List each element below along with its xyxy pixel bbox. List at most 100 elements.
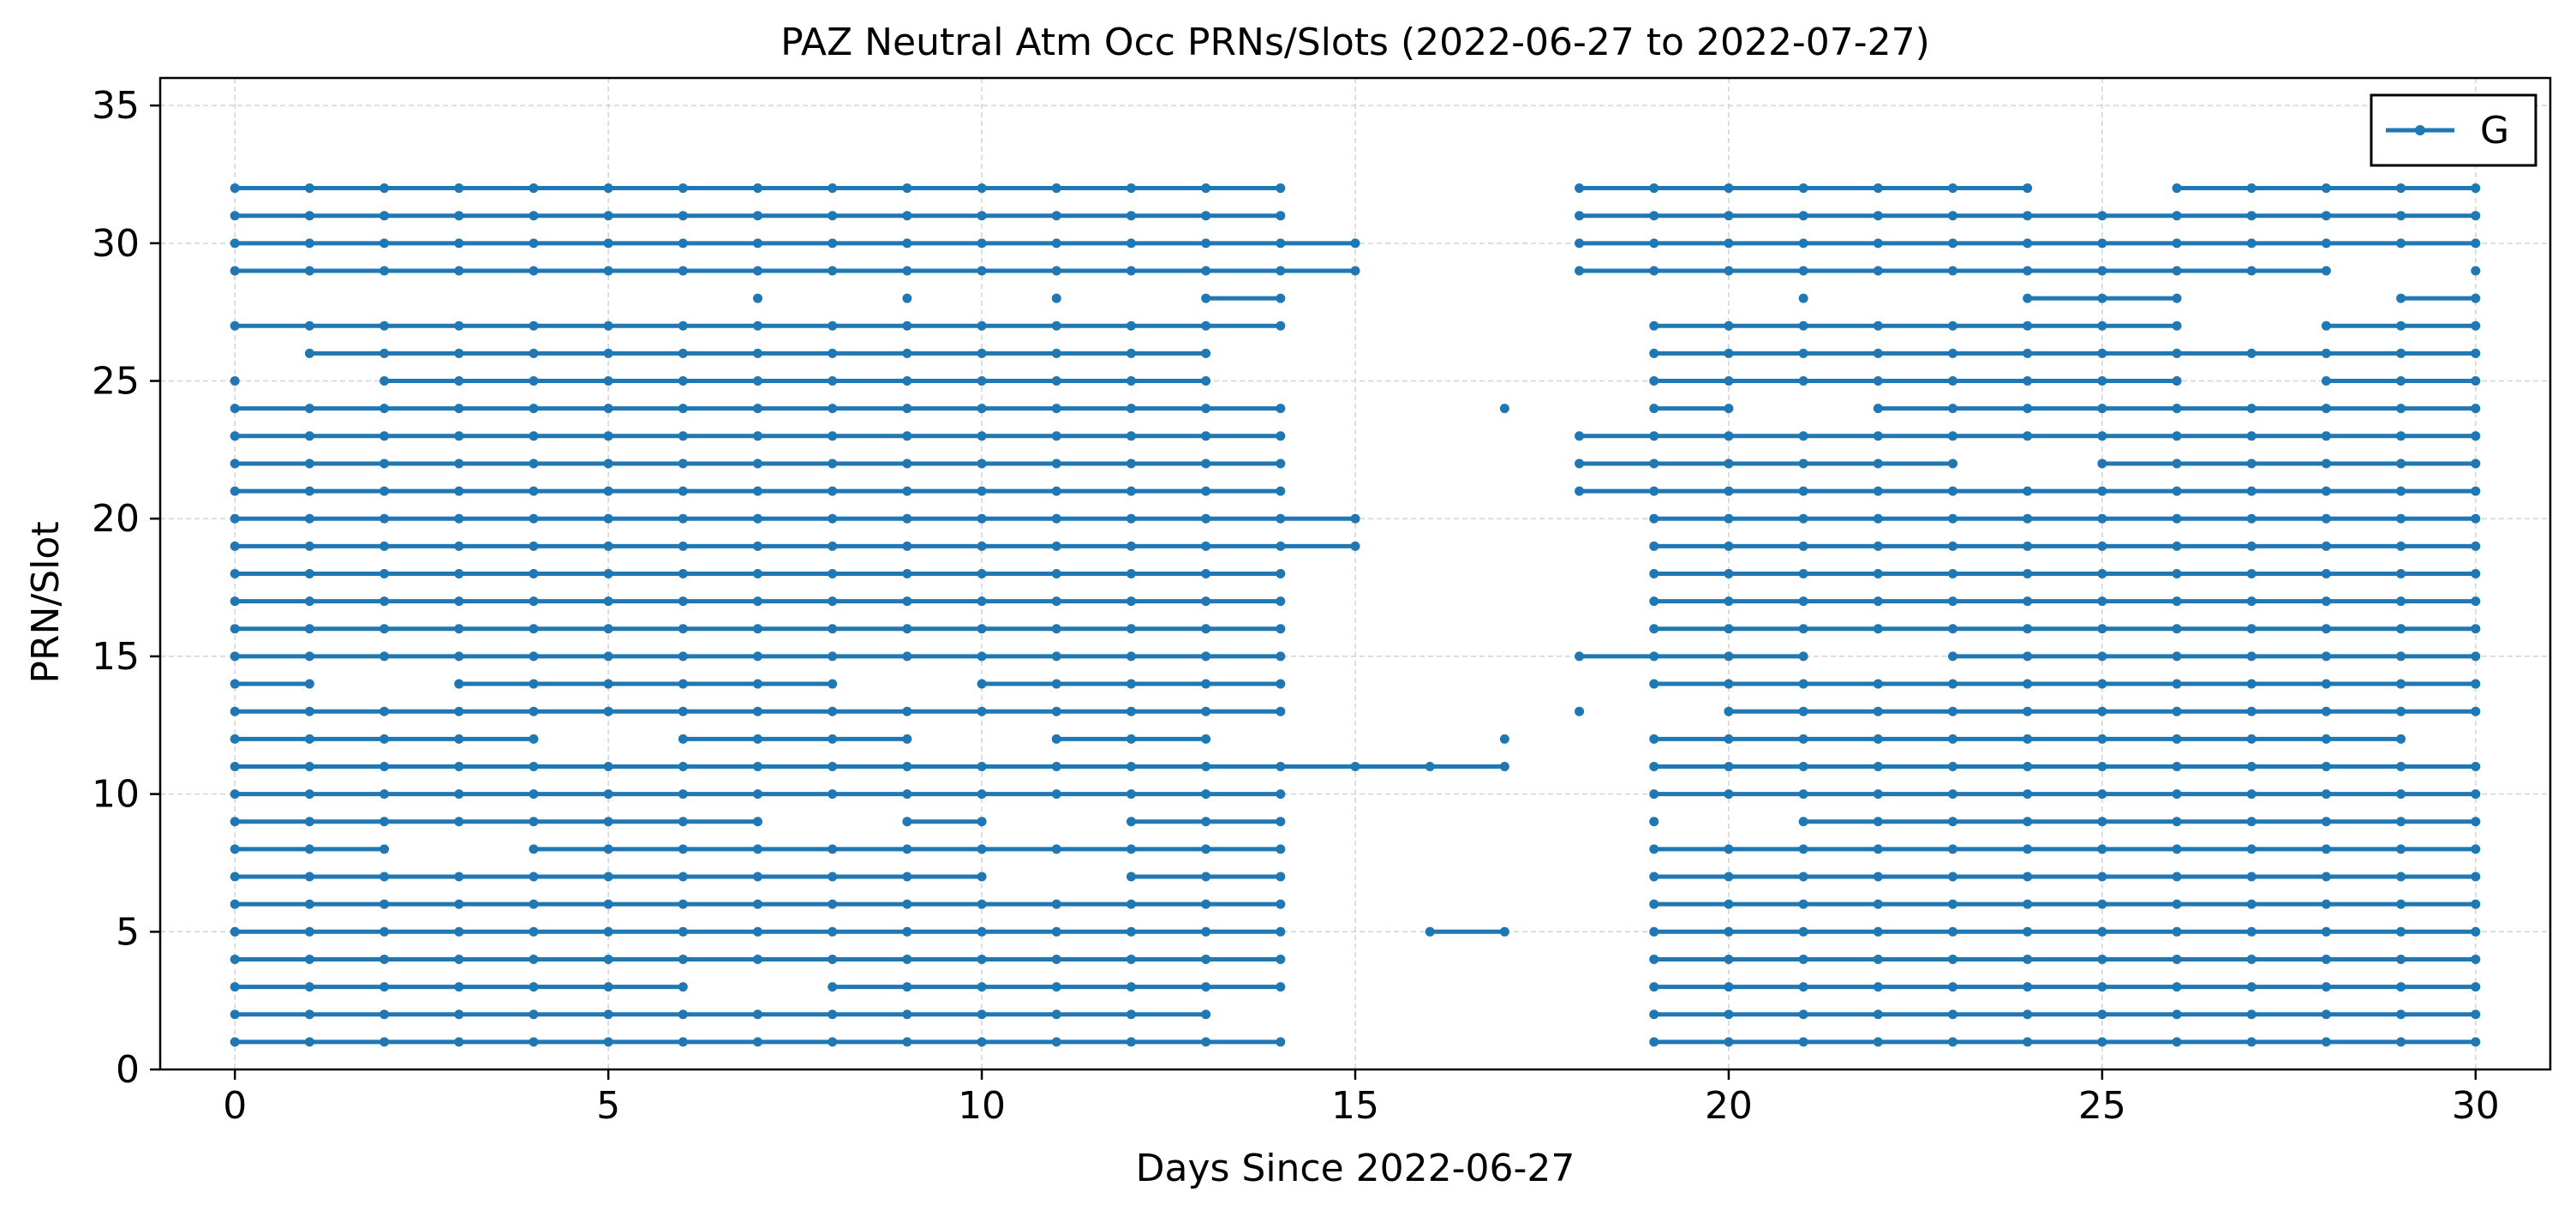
data-point <box>380 1009 390 1020</box>
data-point <box>1126 679 1136 689</box>
data-point <box>1201 596 1211 607</box>
data-point <box>380 734 390 744</box>
prn-28-track <box>753 293 2481 303</box>
data-point <box>2097 872 2107 882</box>
data-point <box>1948 1009 1957 1020</box>
data-point <box>977 431 987 441</box>
data-point <box>1948 376 1957 386</box>
data-point <box>977 1037 987 1047</box>
data-point <box>977 954 987 964</box>
data-point <box>1724 266 1734 276</box>
data-point <box>380 982 390 992</box>
data-point <box>2172 211 2182 221</box>
data-point <box>603 651 613 662</box>
data-point <box>2172 651 2182 662</box>
data-point <box>2172 376 2182 386</box>
data-point <box>1798 376 1808 386</box>
data-point <box>2321 706 2331 716</box>
data-point <box>2246 596 2256 607</box>
data-point <box>2023 706 2033 716</box>
data-point <box>304 266 314 276</box>
ticks: 0 5 10 15 20 25 30 0 5 10 15 20 25 30 35 <box>92 84 2500 1128</box>
data-point <box>2471 211 2481 221</box>
data-point <box>2396 569 2406 578</box>
data-point <box>2172 513 2182 524</box>
data-point <box>1276 266 1286 276</box>
data-point <box>230 706 240 716</box>
data-point <box>1724 844 1734 854</box>
data-point <box>2023 486 2033 496</box>
data-point <box>753 1009 762 1020</box>
data-point <box>2471 789 2481 800</box>
data-point <box>230 431 240 441</box>
data-point <box>529 513 539 524</box>
data-point <box>2023 899 2033 909</box>
series-layer <box>230 183 2481 1047</box>
y-tick-label: 35 <box>92 84 140 128</box>
data-point <box>2471 954 2481 964</box>
data-point <box>2023 348 2033 358</box>
data-point <box>2246 982 2256 992</box>
data-point <box>1051 458 1061 469</box>
prn-2-track <box>230 1009 2481 1020</box>
data-point <box>2023 651 2033 662</box>
data-point <box>1873 596 1883 607</box>
data-point <box>1798 789 1808 800</box>
data-point <box>753 789 762 800</box>
data-point <box>1873 1037 1883 1047</box>
data-point <box>1201 679 1211 689</box>
data-point <box>2097 734 2107 744</box>
data-point <box>2246 624 2256 634</box>
data-point <box>454 954 464 964</box>
data-point <box>2321 651 2331 662</box>
data-point <box>529 844 539 854</box>
data-point <box>1798 293 1808 303</box>
data-point <box>230 817 240 827</box>
data-point <box>1873 817 1883 827</box>
data-point <box>2471 706 2481 716</box>
data-point <box>1051 320 1061 331</box>
data-point <box>2321 872 2331 882</box>
data-point <box>902 817 912 827</box>
data-point <box>678 679 688 689</box>
data-point <box>902 266 912 276</box>
data-point <box>1798 651 1808 662</box>
data-point <box>977 183 987 194</box>
data-point <box>529 458 539 469</box>
data-point <box>1126 348 1136 358</box>
data-point <box>2172 899 2182 909</box>
data-point <box>828 1009 838 1020</box>
data-point <box>753 954 762 964</box>
data-point <box>304 183 314 194</box>
data-point <box>1276 954 1286 964</box>
data-point <box>828 486 838 496</box>
data-point <box>230 238 240 249</box>
data-point <box>977 238 987 249</box>
data-point <box>1201 954 1211 964</box>
prn-9-track <box>230 817 2481 827</box>
data-point <box>380 761 390 771</box>
data-point <box>2471 513 2481 524</box>
data-point <box>977 320 987 331</box>
data-point <box>529 266 539 276</box>
data-point <box>380 541 390 551</box>
data-point <box>1798 183 1808 194</box>
data-point <box>304 734 314 744</box>
data-point <box>380 624 390 634</box>
data-point <box>1724 982 1734 992</box>
data-point <box>2097 266 2107 276</box>
data-point <box>1873 541 1883 551</box>
data-point <box>2321 789 2331 800</box>
data-point <box>2246 817 2256 827</box>
data-point <box>1948 734 1957 744</box>
data-point <box>230 679 240 689</box>
data-point <box>603 458 613 469</box>
x-tick-label: 10 <box>958 1084 1006 1128</box>
data-point <box>454 183 464 194</box>
data-point <box>2172 486 2182 496</box>
data-point <box>1051 211 1061 221</box>
data-point <box>304 789 314 800</box>
data-point <box>2172 706 2182 716</box>
data-point <box>1276 679 1286 689</box>
